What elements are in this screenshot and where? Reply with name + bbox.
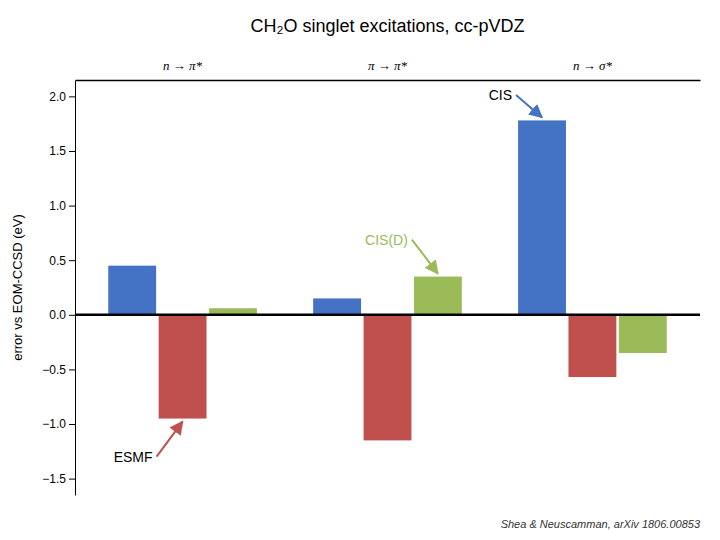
y-tick: 1.0 xyxy=(49,199,75,213)
y-axis-line xyxy=(75,81,76,496)
y-tick: −0.5 xyxy=(42,363,75,377)
y-tick: 1.5 xyxy=(49,144,75,158)
annotation: ESMF xyxy=(114,449,153,465)
annotation-arrow xyxy=(412,240,438,274)
annotation: CIS xyxy=(489,87,512,103)
plot-area xyxy=(75,120,700,440)
citation: Shea & Neuscamman, arXiv 1806.00853 xyxy=(501,518,701,530)
y-tick: 2.0 xyxy=(49,90,75,104)
bar xyxy=(568,315,616,377)
bar-series xyxy=(159,315,617,441)
category-label: n → σ* xyxy=(573,58,612,73)
bar xyxy=(619,315,667,353)
y-tick-mark xyxy=(69,206,75,207)
y-tick-label: 1.0 xyxy=(49,199,66,213)
bar xyxy=(414,277,462,315)
bar-series xyxy=(108,120,566,314)
bar xyxy=(518,120,566,314)
bar xyxy=(313,298,361,314)
chart: −1.5−1.0−0.50.00.51.01.52.0n → π*π → π*n… xyxy=(0,0,720,540)
y-tick: 0.5 xyxy=(49,254,75,268)
y-tick-mark xyxy=(69,315,75,316)
y-tick-label: 0.5 xyxy=(49,254,66,268)
y-tick: −1.0 xyxy=(42,417,75,431)
y-tick-mark xyxy=(69,424,75,425)
y-tick-label: −0.5 xyxy=(42,363,66,377)
y-tick-label: 1.5 xyxy=(49,144,66,158)
annotation-arrow xyxy=(157,422,183,457)
y-tick-mark xyxy=(69,479,75,480)
y-axis-title: error vs EOM-CCSD (eV) xyxy=(10,214,25,361)
y-tick: 0.0 xyxy=(49,308,75,322)
y-axis: −1.5 −1.0 −0.5 0.0 0.5 1.0 1.5 2.0 xyxy=(42,81,75,496)
x-tick: π → π* xyxy=(368,58,408,73)
y-tick-label: −1.0 xyxy=(42,417,66,431)
title: CH₂O singlet excitations, cc-pVDZ xyxy=(250,16,524,36)
category-label: n → π* xyxy=(163,58,203,73)
x-tick: n → σ* xyxy=(573,58,612,73)
y-tick-mark xyxy=(69,260,75,261)
annotations: CIS(D) CIS ESMF Shea & Neuscamman, arXiv 18… xyxy=(114,87,701,530)
y-tick-mark xyxy=(69,96,75,97)
x-axis-line xyxy=(76,80,701,82)
y-tick-mark xyxy=(69,151,75,152)
y-tick: −1.5 xyxy=(42,472,75,486)
x-tick: n → π* xyxy=(163,58,203,73)
bar xyxy=(159,315,207,419)
y-tick-label: 2.0 xyxy=(49,90,66,104)
annotation-arrow xyxy=(516,95,542,117)
category-label: π → π* xyxy=(368,58,408,73)
annotation: CIS(D) xyxy=(365,232,408,248)
bar xyxy=(364,315,412,441)
zero-line xyxy=(75,314,700,317)
y-tick-label: 0.0 xyxy=(49,308,66,322)
bar xyxy=(108,266,156,315)
y-tick-label: −1.5 xyxy=(42,472,66,486)
y-tick-mark xyxy=(69,369,75,370)
x-axis: n → π* π → π* n → σ* xyxy=(76,58,701,81)
